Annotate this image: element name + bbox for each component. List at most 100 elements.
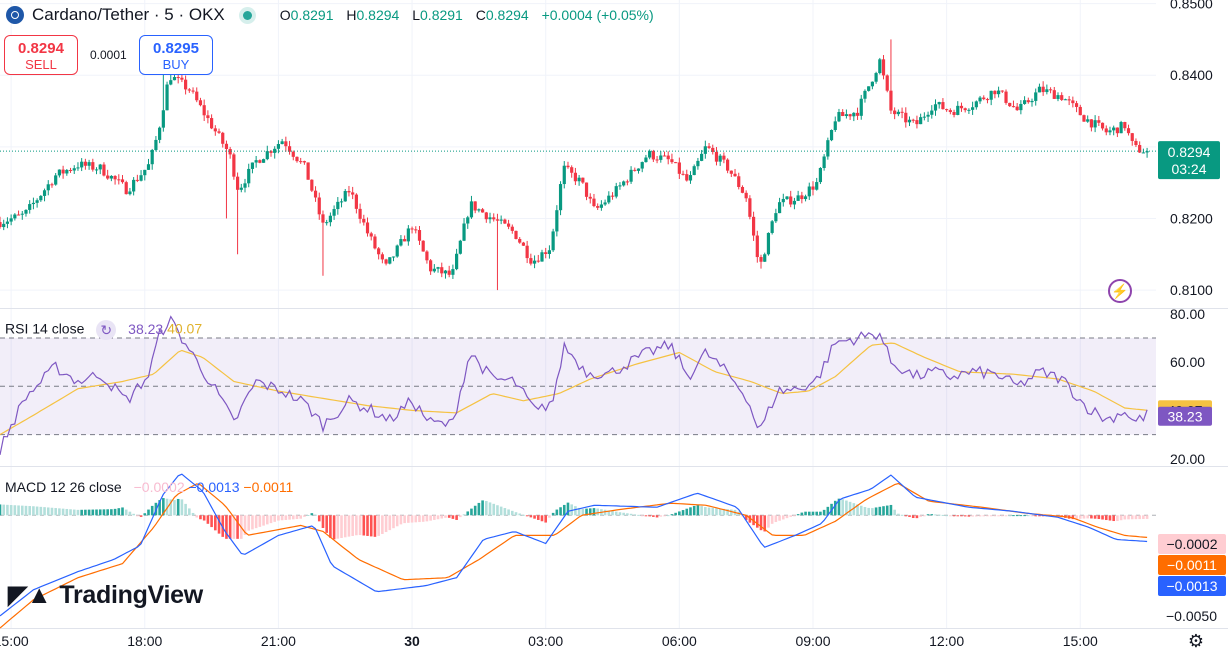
candle-body xyxy=(16,214,21,216)
buy-button[interactable]: 0.8295 BUY xyxy=(139,35,213,75)
countdown-label: 03:24 xyxy=(1171,161,1206,177)
candle-body xyxy=(584,182,589,197)
macd-histogram-bar xyxy=(470,508,473,516)
macd-histogram-bar xyxy=(459,515,462,518)
candle-body xyxy=(1112,127,1116,131)
macd-histogram-bar xyxy=(551,512,555,516)
sell-button[interactable]: 0.8294 SELL xyxy=(4,35,78,75)
macd-histogram-bar xyxy=(722,508,726,516)
candle-body xyxy=(362,218,366,223)
macd-hist-tag xyxy=(1158,534,1226,554)
macd-histogram-bar xyxy=(540,515,544,522)
buy-price: 0.8295 xyxy=(153,40,199,57)
macd-histogram-bar xyxy=(485,501,488,516)
macd-histogram-bar xyxy=(826,506,830,516)
signal-line-value: −0.0011 xyxy=(243,479,294,495)
candle-body xyxy=(0,222,2,228)
macd-histogram-bar xyxy=(280,515,284,521)
candle-body xyxy=(503,219,507,224)
settings-gear-icon[interactable]: ⚙ xyxy=(1187,631,1205,651)
macd-histogram-bar xyxy=(614,511,618,516)
candle-body xyxy=(555,210,559,232)
candle-body xyxy=(447,270,451,275)
macd-histogram-bar xyxy=(815,511,818,516)
candle-body xyxy=(462,223,466,241)
macd-histogram-bar xyxy=(1108,515,1112,521)
macd-histogram-bar xyxy=(173,500,176,516)
rsi-ma-line xyxy=(0,342,1148,436)
macd-histogram-bar xyxy=(525,515,529,517)
candle-body xyxy=(688,175,693,181)
macd-histogram-bar xyxy=(989,515,993,517)
lightning-icon[interactable]: ⚡ xyxy=(1108,279,1132,303)
macd-histogram-bar xyxy=(165,498,169,516)
macd-histogram-bar xyxy=(481,500,484,516)
buy-label: BUY xyxy=(162,57,190,72)
candle-body xyxy=(937,102,941,105)
macd-histogram-bar xyxy=(132,513,135,516)
macd-histogram-bar xyxy=(510,510,514,516)
macd-histogram-bar xyxy=(603,509,607,516)
high-label: H xyxy=(346,7,357,23)
macd-histogram-bar xyxy=(358,515,362,536)
candle-body xyxy=(551,231,555,251)
candle-body xyxy=(1108,130,1112,133)
macd-histogram-bar xyxy=(730,509,733,516)
macd-histogram-bar xyxy=(997,515,1000,517)
candle-body xyxy=(1022,100,1027,104)
macd-histogram-bar xyxy=(1093,515,1097,519)
macd-histogram-bar xyxy=(76,509,80,516)
macd-histogram-bar xyxy=(50,507,54,516)
candle-body xyxy=(165,84,169,111)
candle-body xyxy=(20,213,24,215)
candle-body xyxy=(1138,145,1142,153)
macd-histogram-bar xyxy=(91,509,95,516)
macd-histogram-bar xyxy=(685,508,689,516)
candle-body xyxy=(777,202,782,214)
candle-body xyxy=(469,201,474,218)
macd-histogram-bar xyxy=(711,507,715,516)
refresh-icon[interactable]: ↻ xyxy=(96,320,117,340)
candle-body xyxy=(365,222,370,234)
macd-histogram-bar xyxy=(655,515,659,518)
macd-histogram-bar xyxy=(1097,515,1101,520)
candle-body xyxy=(287,146,292,152)
candle-body xyxy=(39,195,43,201)
macd-histogram-bar xyxy=(503,508,507,516)
candle-body xyxy=(993,90,997,95)
macd-histogram-bar xyxy=(1008,515,1012,517)
candle-body xyxy=(473,201,477,211)
macd-histogram-bar xyxy=(366,515,369,536)
macd-histogram-bar xyxy=(69,509,72,516)
candle-body xyxy=(172,77,177,81)
macd-histogram-bar xyxy=(306,514,310,516)
macd-histogram-bar xyxy=(499,506,503,516)
symbol-title[interactable]: Cardano/Tether · 5 · OKX xyxy=(32,5,225,24)
macd-line xyxy=(0,473,1148,617)
candle-body xyxy=(239,187,243,190)
candle-body xyxy=(755,235,759,258)
candle-body xyxy=(158,127,162,140)
candle-body xyxy=(443,270,448,274)
macd-histogram-bar xyxy=(265,515,269,525)
candle-body xyxy=(295,156,299,162)
candle-body xyxy=(347,191,351,193)
candle-body xyxy=(718,155,722,162)
macd-histogram-bar xyxy=(1075,515,1078,519)
candle-body xyxy=(466,217,470,224)
candle-body xyxy=(863,90,867,99)
candle-body xyxy=(974,101,978,108)
candle-body xyxy=(603,202,607,205)
x-tick-label: 06:00 xyxy=(662,633,697,649)
candle-body xyxy=(711,147,715,152)
macd-histogram-bar xyxy=(217,515,221,534)
macd-histogram-bar xyxy=(811,511,815,516)
macd-legend[interactable]: MACD 12 26 close −0.0002 −0.0013 −0.0011 xyxy=(5,479,293,495)
candle-body xyxy=(83,161,87,166)
candle-body xyxy=(425,251,429,261)
candle-body xyxy=(1134,140,1138,146)
candle-body xyxy=(532,260,537,264)
rsi-legend[interactable]: RSI 14 close ↻ 38.23 40.07 xyxy=(5,320,202,340)
candle-body xyxy=(206,115,210,119)
